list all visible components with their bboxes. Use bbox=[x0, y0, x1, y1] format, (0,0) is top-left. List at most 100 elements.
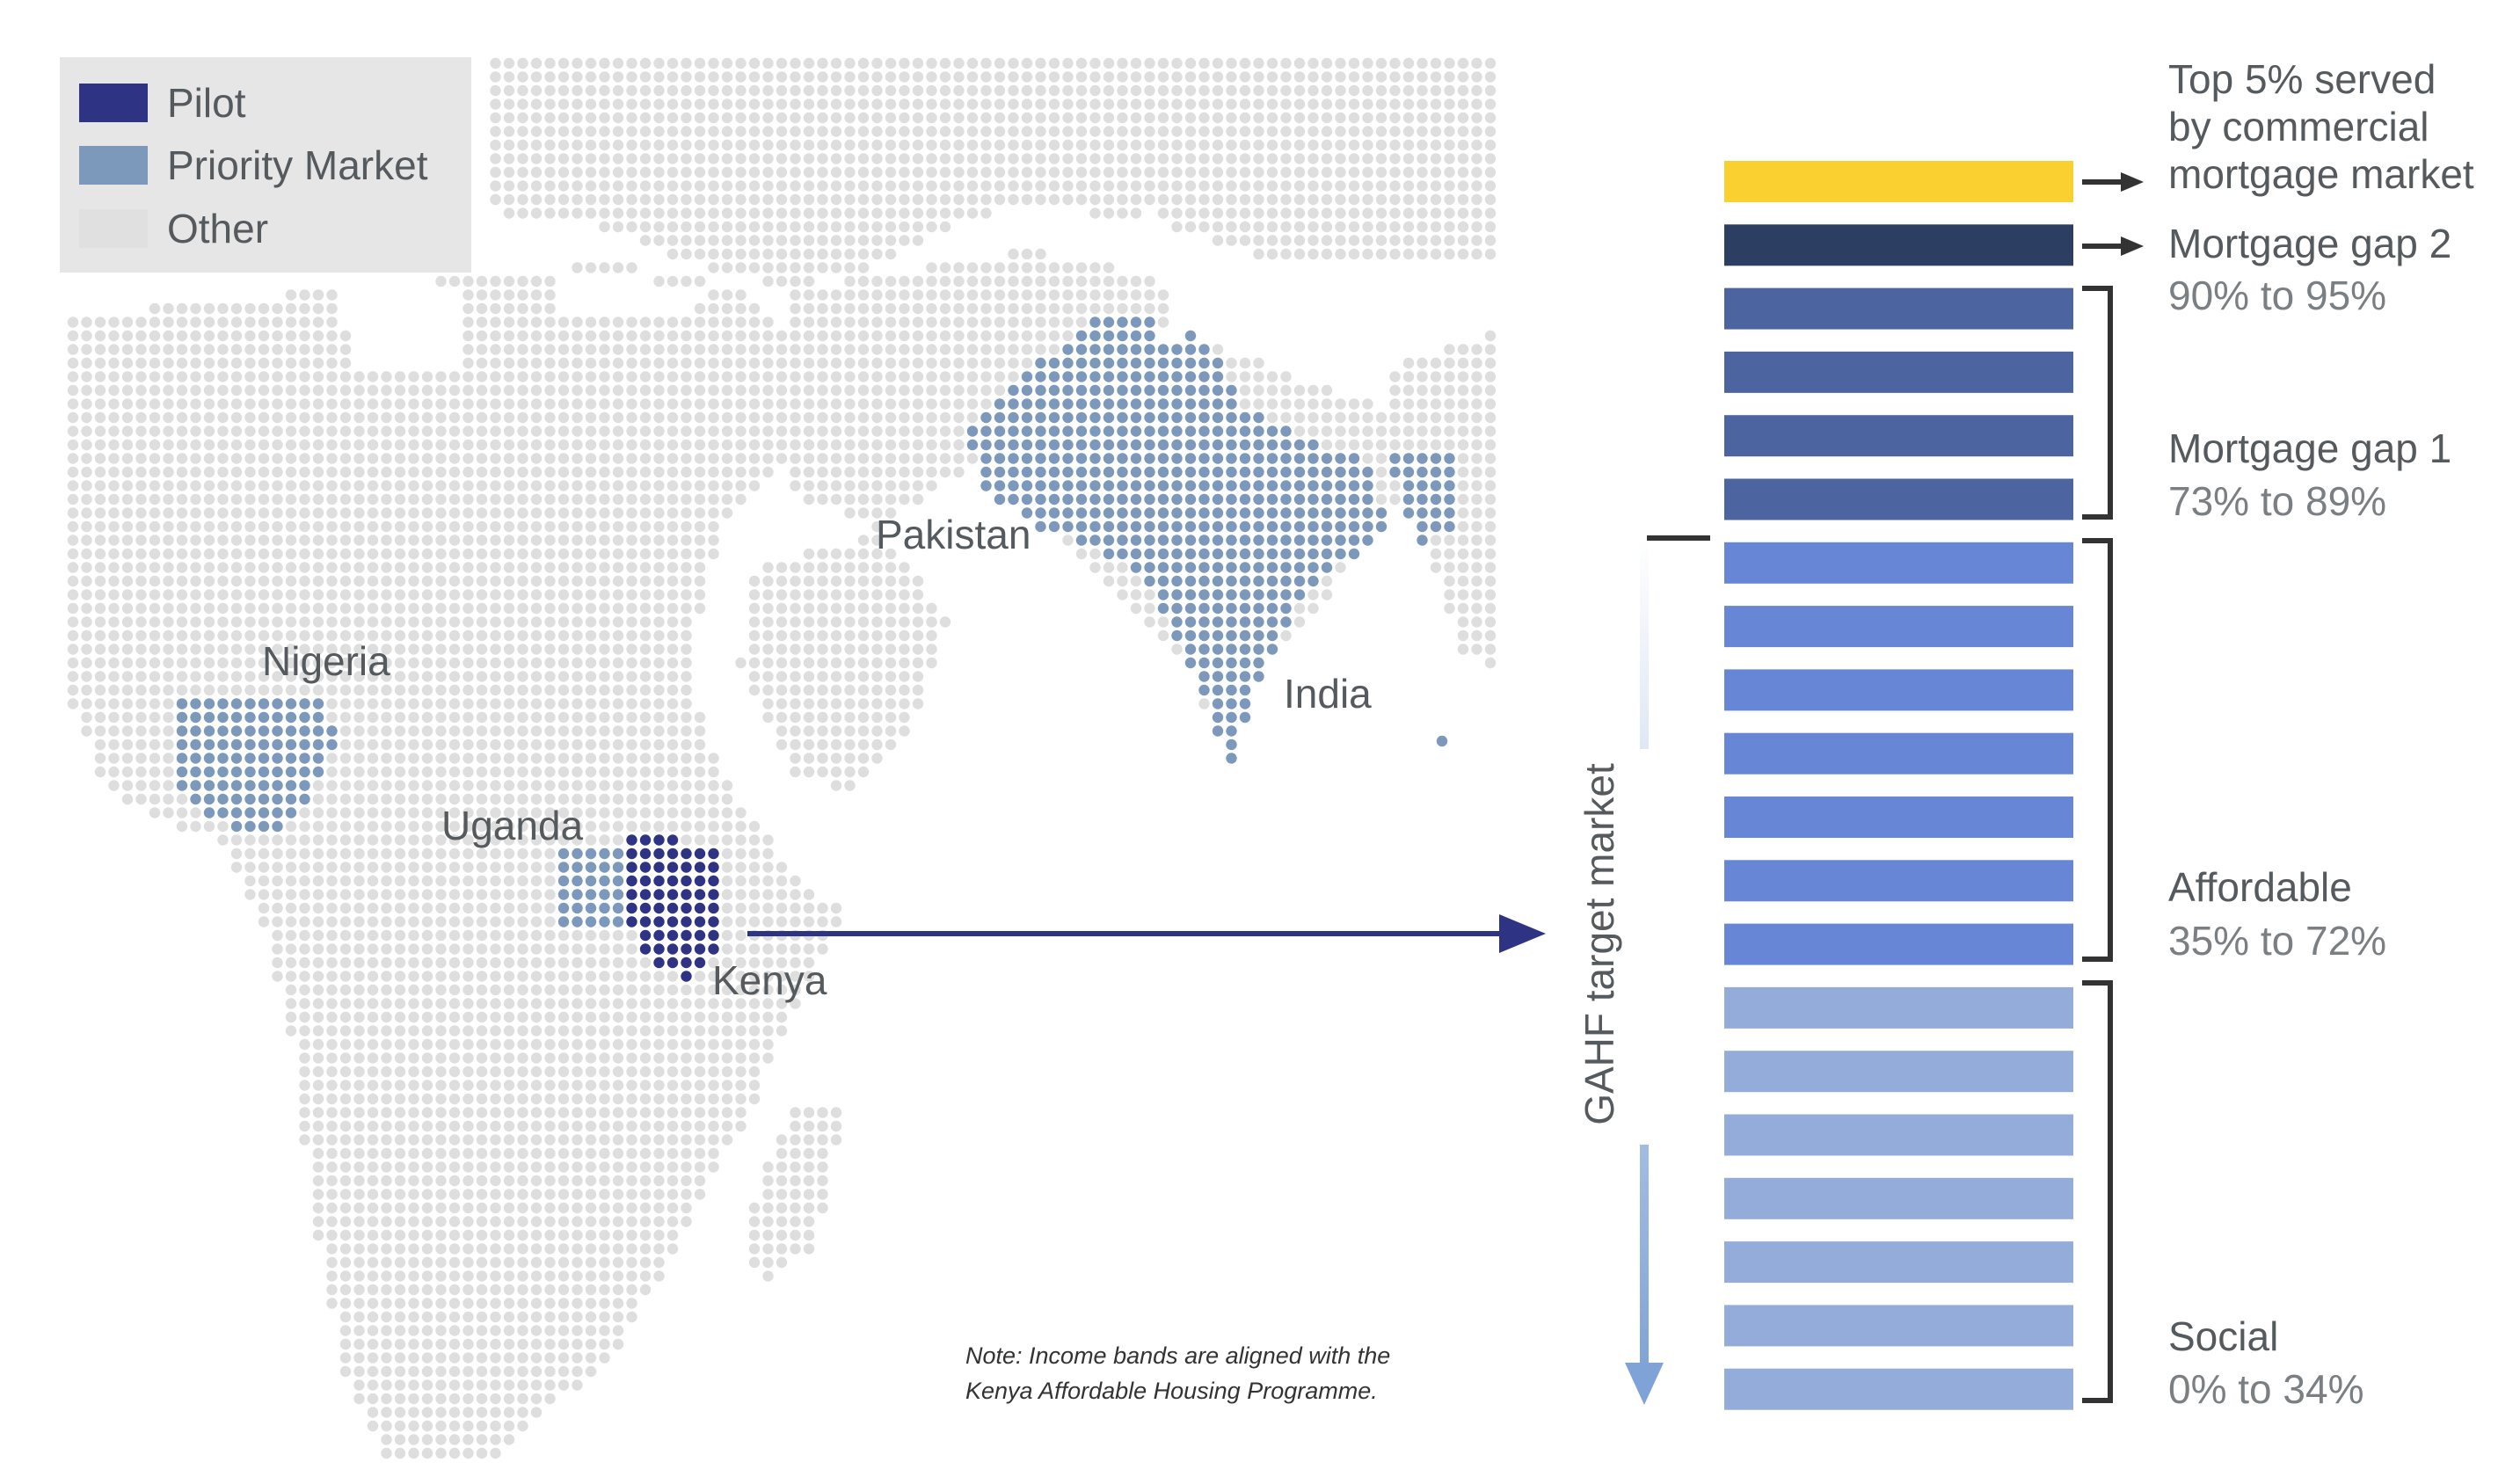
map-dot bbox=[490, 316, 501, 328]
map-dot bbox=[830, 684, 842, 696]
map-dot bbox=[994, 480, 1006, 491]
map-dot bbox=[790, 671, 801, 682]
map-dot bbox=[503, 344, 515, 355]
map-dot bbox=[708, 847, 719, 860]
map-dot bbox=[421, 1107, 433, 1118]
map-dot bbox=[503, 520, 515, 533]
map-dot bbox=[599, 589, 610, 600]
map-dot bbox=[1130, 602, 1142, 615]
map-dot bbox=[557, 943, 570, 955]
map-dot bbox=[1266, 629, 1278, 642]
map-dot bbox=[653, 793, 665, 805]
map-dot bbox=[1307, 84, 1319, 97]
map-dot bbox=[626, 602, 637, 615]
map-dot bbox=[163, 644, 174, 655]
map-dot bbox=[530, 398, 543, 410]
map-dot bbox=[1417, 357, 1428, 369]
map-dot bbox=[353, 1038, 365, 1051]
map-dot bbox=[490, 698, 501, 709]
map-dot bbox=[530, 957, 543, 969]
map-dot bbox=[1457, 221, 1469, 233]
map-dot bbox=[176, 807, 188, 818]
map-dot bbox=[1239, 439, 1251, 451]
map-dot bbox=[694, 180, 706, 192]
map-dot bbox=[381, 1107, 392, 1118]
map-dot bbox=[1457, 480, 1469, 491]
map-dot bbox=[94, 316, 106, 328]
map-dot bbox=[585, 207, 597, 219]
map-dot bbox=[844, 453, 856, 464]
map-dot bbox=[1157, 207, 1169, 219]
map-dot bbox=[490, 589, 501, 600]
map-dot bbox=[557, 126, 570, 137]
map-dot bbox=[530, 1011, 543, 1023]
map-dot bbox=[599, 480, 610, 491]
map-dot bbox=[135, 357, 147, 369]
map-dot bbox=[326, 698, 338, 709]
map-dot bbox=[1307, 166, 1319, 178]
map-dot bbox=[790, 575, 801, 587]
map-dot bbox=[421, 535, 433, 546]
map-dot bbox=[1212, 616, 1224, 628]
map-dot bbox=[1184, 71, 1197, 83]
map-dot bbox=[790, 889, 801, 900]
map-dot bbox=[476, 820, 488, 833]
map-dot bbox=[1035, 493, 1046, 506]
map-dot bbox=[639, 411, 652, 424]
map-dot bbox=[1266, 575, 1278, 587]
map-dot bbox=[353, 780, 365, 791]
map-dot bbox=[557, 629, 570, 642]
map-dot bbox=[381, 657, 392, 669]
map-dot bbox=[572, 698, 583, 709]
map-dot bbox=[67, 480, 79, 491]
map-dot bbox=[135, 493, 147, 506]
map-dot bbox=[871, 166, 883, 178]
map-dot bbox=[448, 657, 461, 669]
map-dot bbox=[190, 807, 201, 818]
map-dot bbox=[857, 126, 870, 137]
map-dot bbox=[462, 943, 474, 955]
map-dot bbox=[476, 943, 488, 955]
map-dot bbox=[708, 384, 719, 396]
map-dot bbox=[490, 575, 501, 587]
map-dot bbox=[312, 439, 324, 451]
map-dot bbox=[830, 207, 842, 219]
map-dot bbox=[857, 98, 870, 110]
map-dot bbox=[503, 357, 515, 369]
map-dot bbox=[639, 344, 652, 355]
map-dot bbox=[653, 847, 665, 860]
map-dot bbox=[639, 153, 652, 164]
map-dot bbox=[1048, 493, 1060, 506]
map-dot bbox=[367, 780, 379, 791]
map-dot bbox=[694, 207, 706, 219]
map-dot bbox=[244, 575, 256, 587]
map-dot bbox=[490, 493, 501, 506]
map-dot bbox=[503, 548, 515, 560]
map-dot bbox=[817, 1120, 828, 1132]
map-dot bbox=[762, 889, 774, 900]
map-dot bbox=[735, 847, 747, 860]
map-dot bbox=[1471, 535, 1482, 546]
map-dot bbox=[1103, 439, 1115, 451]
map-dot bbox=[639, 548, 652, 560]
map-dot bbox=[572, 1080, 583, 1091]
map-dot bbox=[803, 180, 815, 192]
map-dot bbox=[367, 671, 379, 682]
map-dot bbox=[1144, 344, 1155, 355]
map-dot bbox=[585, 753, 597, 764]
map-dot bbox=[67, 562, 79, 573]
map-dot bbox=[585, 480, 597, 491]
map-dot bbox=[708, 862, 719, 873]
map-dot bbox=[626, 493, 637, 506]
map-dot bbox=[326, 562, 338, 573]
map-dot bbox=[857, 466, 870, 478]
map-dot bbox=[1130, 344, 1142, 355]
map-dot bbox=[1184, 535, 1197, 546]
map-dot bbox=[517, 289, 528, 301]
map-dot bbox=[299, 575, 310, 587]
map-dot bbox=[517, 275, 528, 287]
map-dot bbox=[1375, 84, 1387, 97]
map-dot bbox=[830, 766, 842, 778]
map-dot bbox=[885, 180, 897, 192]
map-dot bbox=[490, 725, 501, 737]
